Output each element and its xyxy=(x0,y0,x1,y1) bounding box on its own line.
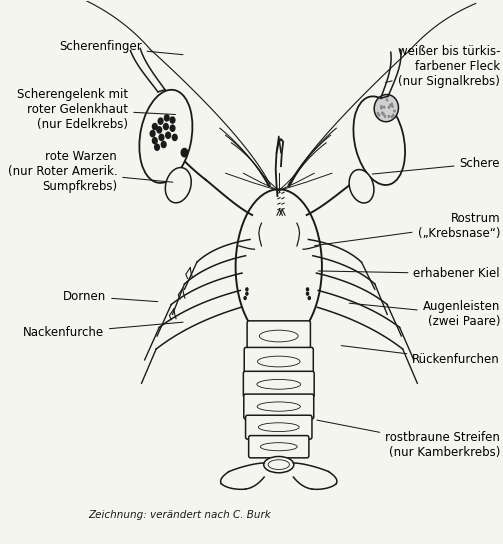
Circle shape xyxy=(154,144,160,151)
Circle shape xyxy=(391,104,394,108)
Circle shape xyxy=(390,103,393,106)
Text: Scherengelenk mit
roter Gelenkhaut
(nur Edelkrebs): Scherengelenk mit roter Gelenkhaut (nur … xyxy=(17,88,176,131)
Text: Nackenfurche: Nackenfurche xyxy=(23,322,183,339)
Circle shape xyxy=(388,106,390,109)
Text: Rückenfurchen: Rückenfurchen xyxy=(341,345,500,367)
Text: Dornen: Dornen xyxy=(63,290,158,303)
Circle shape xyxy=(389,103,392,107)
Ellipse shape xyxy=(354,96,405,185)
Ellipse shape xyxy=(139,90,193,183)
Circle shape xyxy=(382,113,385,116)
Text: Schere: Schere xyxy=(372,157,500,174)
FancyBboxPatch shape xyxy=(247,321,310,351)
Circle shape xyxy=(245,292,248,296)
Circle shape xyxy=(381,112,384,115)
Circle shape xyxy=(380,105,383,108)
Circle shape xyxy=(170,125,176,132)
Text: Scherenfinger: Scherenfinger xyxy=(59,40,183,55)
FancyBboxPatch shape xyxy=(243,372,314,397)
Circle shape xyxy=(383,106,385,109)
Circle shape xyxy=(243,296,247,300)
Circle shape xyxy=(384,115,386,118)
Text: erhabener Kiel: erhabener Kiel xyxy=(318,267,500,280)
Ellipse shape xyxy=(165,168,191,203)
Ellipse shape xyxy=(235,189,322,344)
Text: rote Warzen
(nur Roter Amerik.
Sumpfkrebs): rote Warzen (nur Roter Amerik. Sumpfkreb… xyxy=(8,150,173,193)
FancyBboxPatch shape xyxy=(245,415,312,439)
Circle shape xyxy=(157,118,163,125)
Circle shape xyxy=(390,102,393,106)
Circle shape xyxy=(156,126,162,134)
Text: Rostrum
(„Krebsnase“): Rostrum („Krebsnase“) xyxy=(315,212,500,245)
Text: rostbraune Streifen
(nur Kamberkrebs): rostbraune Streifen (nur Kamberkrebs) xyxy=(317,420,500,459)
FancyBboxPatch shape xyxy=(244,348,313,376)
Ellipse shape xyxy=(264,456,294,473)
Circle shape xyxy=(165,132,171,139)
Circle shape xyxy=(245,287,248,292)
Circle shape xyxy=(306,287,309,292)
Ellipse shape xyxy=(374,95,398,122)
Text: Zeichnung: verändert nach C. Burk: Zeichnung: verändert nach C. Burk xyxy=(89,510,271,520)
Circle shape xyxy=(377,112,379,115)
Circle shape xyxy=(386,98,388,102)
Circle shape xyxy=(170,116,176,124)
Circle shape xyxy=(393,109,396,113)
Text: weißer bis türkis-
farbener Fleck
(nur Signalkrebs): weißer bis türkis- farbener Fleck (nur S… xyxy=(385,45,500,88)
Circle shape xyxy=(306,292,309,296)
Circle shape xyxy=(149,130,156,138)
Circle shape xyxy=(390,115,393,119)
Circle shape xyxy=(307,296,311,300)
Circle shape xyxy=(152,123,158,131)
Circle shape xyxy=(380,107,383,110)
Circle shape xyxy=(163,123,169,131)
Circle shape xyxy=(387,115,390,118)
Circle shape xyxy=(181,148,189,158)
Circle shape xyxy=(172,134,178,141)
Text: Augenleisten
(zwei Paare): Augenleisten (zwei Paare) xyxy=(349,300,500,329)
Circle shape xyxy=(160,141,167,149)
FancyBboxPatch shape xyxy=(248,436,309,458)
Circle shape xyxy=(392,114,394,117)
Circle shape xyxy=(152,137,158,145)
Ellipse shape xyxy=(349,170,374,203)
Circle shape xyxy=(158,134,164,141)
Circle shape xyxy=(163,114,170,122)
Circle shape xyxy=(378,114,380,117)
FancyBboxPatch shape xyxy=(244,394,314,419)
